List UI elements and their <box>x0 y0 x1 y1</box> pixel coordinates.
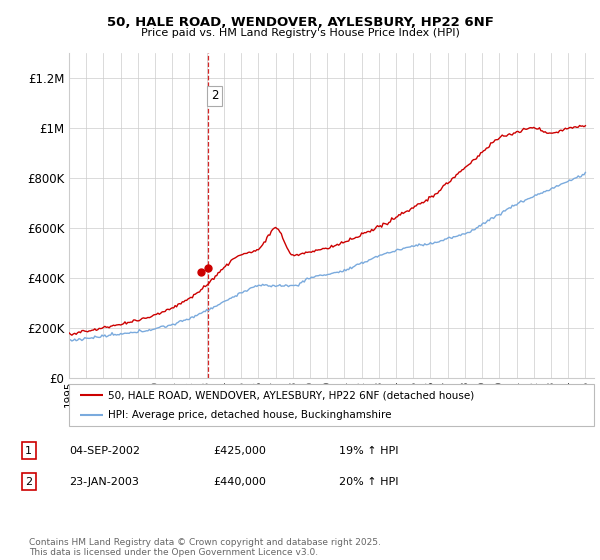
Text: Price paid vs. HM Land Registry's House Price Index (HPI): Price paid vs. HM Land Registry's House … <box>140 28 460 38</box>
Text: 50, HALE ROAD, WENDOVER, AYLESBURY, HP22 6NF (detached house): 50, HALE ROAD, WENDOVER, AYLESBURY, HP22… <box>109 390 475 400</box>
Text: HPI: Average price, detached house, Buckinghamshire: HPI: Average price, detached house, Buck… <box>109 410 392 420</box>
Text: 20% ↑ HPI: 20% ↑ HPI <box>339 477 398 487</box>
Text: £425,000: £425,000 <box>213 446 266 456</box>
Text: 1: 1 <box>25 446 32 456</box>
Text: Contains HM Land Registry data © Crown copyright and database right 2025.
This d: Contains HM Land Registry data © Crown c… <box>29 538 380 557</box>
Text: 23-JAN-2003: 23-JAN-2003 <box>69 477 139 487</box>
Text: 04-SEP-2002: 04-SEP-2002 <box>69 446 140 456</box>
Text: 50, HALE ROAD, WENDOVER, AYLESBURY, HP22 6NF: 50, HALE ROAD, WENDOVER, AYLESBURY, HP22… <box>107 16 493 29</box>
Text: 2: 2 <box>211 89 218 102</box>
Text: 2: 2 <box>25 477 32 487</box>
Text: 19% ↑ HPI: 19% ↑ HPI <box>339 446 398 456</box>
Text: £440,000: £440,000 <box>213 477 266 487</box>
FancyBboxPatch shape <box>69 384 594 426</box>
